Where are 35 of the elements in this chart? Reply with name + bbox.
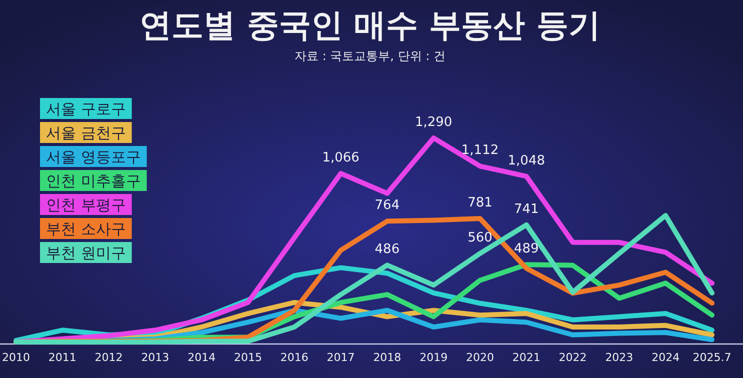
- data-label: 489: [514, 242, 539, 257]
- x-tick-label: 2024: [652, 351, 680, 364]
- text: 서울 구로구: [46, 100, 126, 118]
- x-tick-label: 2025.7: [692, 351, 732, 364]
- x-tick-label: 2023: [605, 351, 634, 364]
- data-label: 1,066: [322, 150, 360, 166]
- x-tick-label: 2016: [280, 351, 308, 364]
- x-tick-label: 2012: [94, 351, 123, 364]
- text: 서울 영등포구: [46, 148, 141, 166]
- x-tick-label: 2019: [420, 351, 448, 364]
- data-label: 1,048: [508, 153, 546, 168]
- data-label: 1,290: [414, 115, 452, 130]
- x-tick-label: 2013: [141, 351, 170, 364]
- data-label: 1,112: [461, 143, 499, 158]
- data-label: 741: [514, 202, 539, 217]
- x-tick-label: 2018: [373, 351, 402, 364]
- x-tick-label: 2015: [234, 351, 262, 364]
- x-tick-label: 2011: [48, 351, 76, 364]
- x-tick-label: 2020: [466, 351, 494, 364]
- text: 서울 금천구: [46, 124, 126, 142]
- x-tick-label: 2017: [326, 351, 355, 364]
- chart-title: 연도별 중국인 매수 부동산 등기: [140, 6, 600, 44]
- x-tick-label: 2010: [2, 351, 30, 364]
- data-label: 781: [468, 195, 492, 210]
- text: 부천 원미구: [46, 244, 126, 262]
- data-label: 764: [374, 198, 400, 214]
- x-tick-label: 2021: [512, 351, 540, 364]
- chart-subtitle: 자료 : 국토교통부, 단위 : 건: [294, 49, 446, 63]
- x-tick-label: 2014: [188, 351, 216, 364]
- x-tick-label: 2022: [558, 351, 587, 364]
- data-label: 560: [468, 230, 492, 246]
- text: 인천 부평구: [46, 196, 126, 214]
- text: 인천 미추홀구: [46, 172, 141, 190]
- data-label: 486: [374, 242, 400, 258]
- text: 부천 소사구: [46, 220, 126, 238]
